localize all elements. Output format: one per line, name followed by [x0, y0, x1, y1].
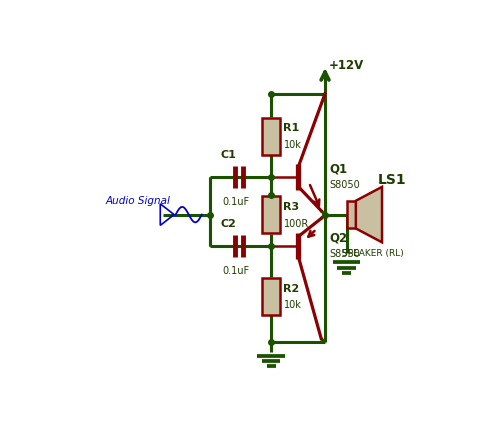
Text: S8050: S8050	[329, 180, 360, 190]
Text: Audio Signal: Audio Signal	[106, 196, 171, 206]
Text: C1: C1	[220, 150, 236, 160]
Polygon shape	[356, 187, 382, 242]
Text: 100R: 100R	[283, 219, 309, 229]
Text: C2: C2	[220, 219, 236, 229]
Text: 10k: 10k	[283, 140, 302, 150]
Text: S8550: S8550	[329, 249, 360, 259]
Text: 0.1uF: 0.1uF	[222, 197, 249, 207]
Text: Q2: Q2	[329, 232, 347, 245]
Bar	[262, 118, 280, 155]
Text: Q1: Q1	[329, 163, 347, 175]
Text: 0.1uF: 0.1uF	[222, 266, 249, 276]
Text: LS1: LS1	[377, 173, 406, 187]
Bar	[262, 278, 280, 315]
Text: SPEAKER (RL): SPEAKER (RL)	[342, 249, 404, 258]
Text: R1: R1	[283, 123, 300, 134]
Bar	[262, 196, 280, 233]
Text: 10k: 10k	[283, 300, 302, 310]
Bar	[347, 201, 356, 229]
Text: R3: R3	[283, 202, 300, 212]
Text: +12V: +12V	[329, 59, 364, 72]
Text: R2: R2	[283, 283, 300, 294]
